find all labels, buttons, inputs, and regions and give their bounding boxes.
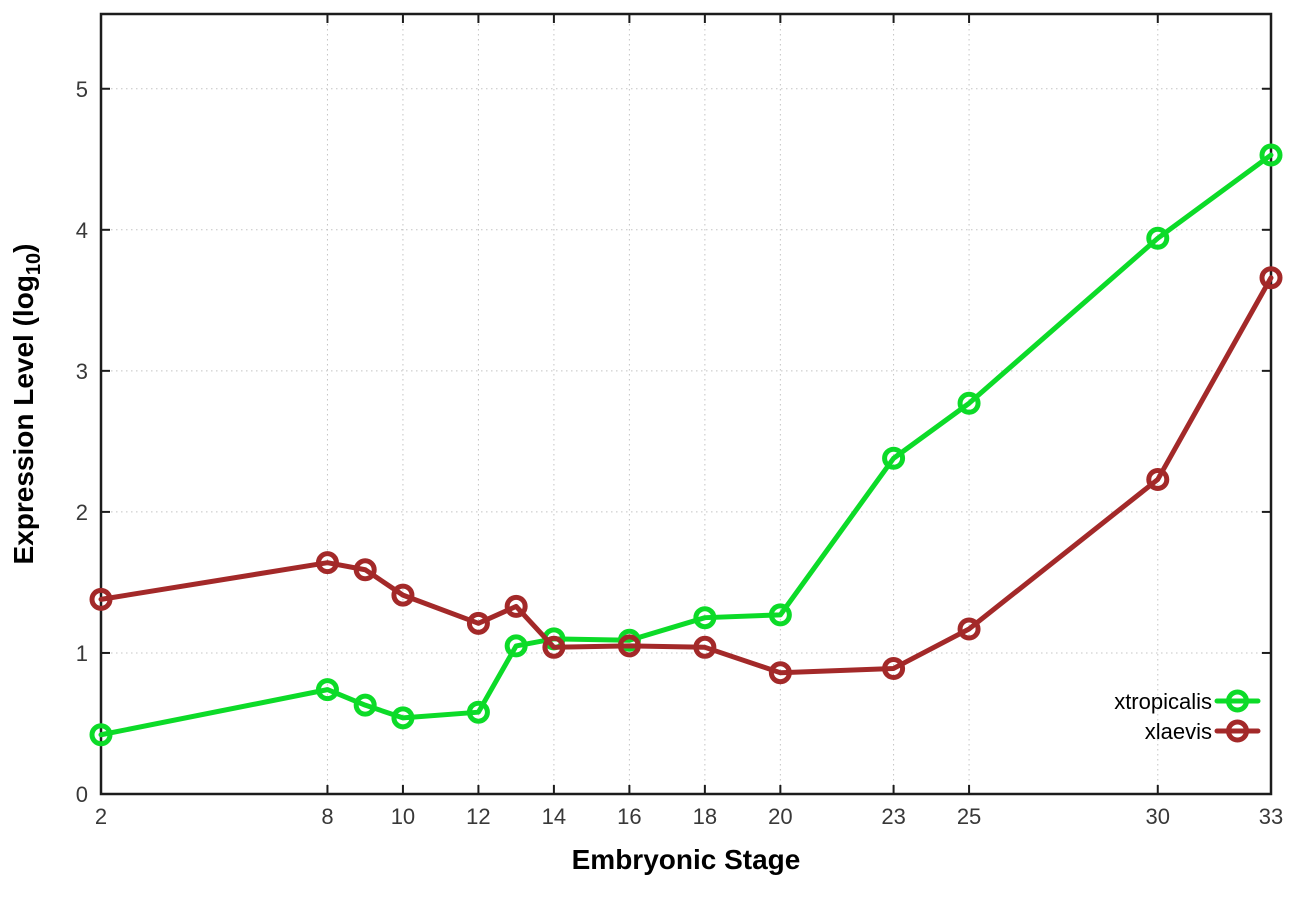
data-point-xlaevis	[957, 617, 981, 641]
y-tick-label: 3	[76, 359, 88, 384]
series-markers-overlay	[89, 143, 1283, 747]
legend-marker	[1226, 719, 1249, 743]
data-point-xlaevis	[1259, 266, 1283, 290]
x-tick-label: 23	[881, 804, 905, 829]
x-tick-label: 14	[542, 804, 566, 829]
data-point-xtropicalis	[504, 634, 528, 658]
series-line-xlaevis	[98, 275, 1274, 676]
y-tick-label: 0	[76, 782, 88, 807]
data-point-xlaevis	[542, 635, 566, 659]
legend: xtropicalis xlaevis	[1114, 689, 1261, 744]
y-axis-title-close: )	[8, 244, 39, 253]
data-point-xtropicalis	[882, 446, 906, 470]
data-point-xlaevis	[882, 656, 906, 680]
data-point-xtropicalis	[353, 693, 377, 717]
plot-border	[99, 12, 1273, 796]
data-point-xtropicalis	[89, 723, 113, 747]
data-point-xlaevis	[466, 611, 490, 635]
data-point-xtropicalis	[391, 706, 415, 730]
data-point-xlaevis	[353, 558, 377, 582]
data-point-xtropicalis	[693, 606, 717, 630]
legend-marker	[1226, 689, 1249, 713]
y-axis-title-subscript: 10	[23, 253, 45, 275]
x-tick-label: 16	[617, 804, 641, 829]
legend-label-xlaevis: xlaevis	[1145, 719, 1212, 744]
data-point-xtropicalis	[1259, 143, 1283, 167]
data-point-xlaevis	[315, 551, 339, 575]
data-point-xlaevis	[693, 635, 717, 659]
data-point-xlaevis	[504, 594, 528, 618]
x-tick-label: 12	[466, 804, 490, 829]
x-tick-label: 2	[95, 804, 107, 829]
y-tick-label: 1	[76, 641, 88, 666]
y-axis-title: Expression Level (log10)	[8, 244, 45, 565]
data-point-xlaevis	[391, 583, 415, 607]
x-tick-label: 10	[391, 804, 415, 829]
data-point-xtropicalis	[1146, 226, 1170, 250]
data-point-xlaevis	[768, 661, 792, 685]
x-tick-label: 33	[1259, 804, 1283, 829]
data-point-xlaevis	[1146, 467, 1170, 491]
x-tick-label: 30	[1146, 804, 1170, 829]
gridlines	[100, 14, 1272, 794]
x-tick-label: 20	[768, 804, 792, 829]
y-tick-label: 2	[76, 500, 88, 525]
y-axis-title-main: Expression Level (log	[8, 275, 39, 564]
x-axis-title: Embryonic Stage	[572, 844, 801, 875]
y-tick-label: 5	[76, 77, 88, 102]
data-point-xtropicalis	[315, 678, 339, 702]
x-tick-label: 18	[693, 804, 717, 829]
legend-label-xtropicalis: xtropicalis	[1114, 689, 1212, 714]
data-point-xtropicalis	[768, 603, 792, 627]
data-point-xtropicalis	[957, 391, 981, 415]
axis-ticks	[100, 14, 1272, 795]
x-tick-label: 8	[321, 804, 333, 829]
data-point-xlaevis	[617, 634, 641, 658]
x-tick-label: 25	[957, 804, 981, 829]
data-point-xlaevis	[89, 587, 113, 611]
y-tick-label: 4	[76, 218, 88, 243]
data-point-xtropicalis	[466, 700, 490, 724]
